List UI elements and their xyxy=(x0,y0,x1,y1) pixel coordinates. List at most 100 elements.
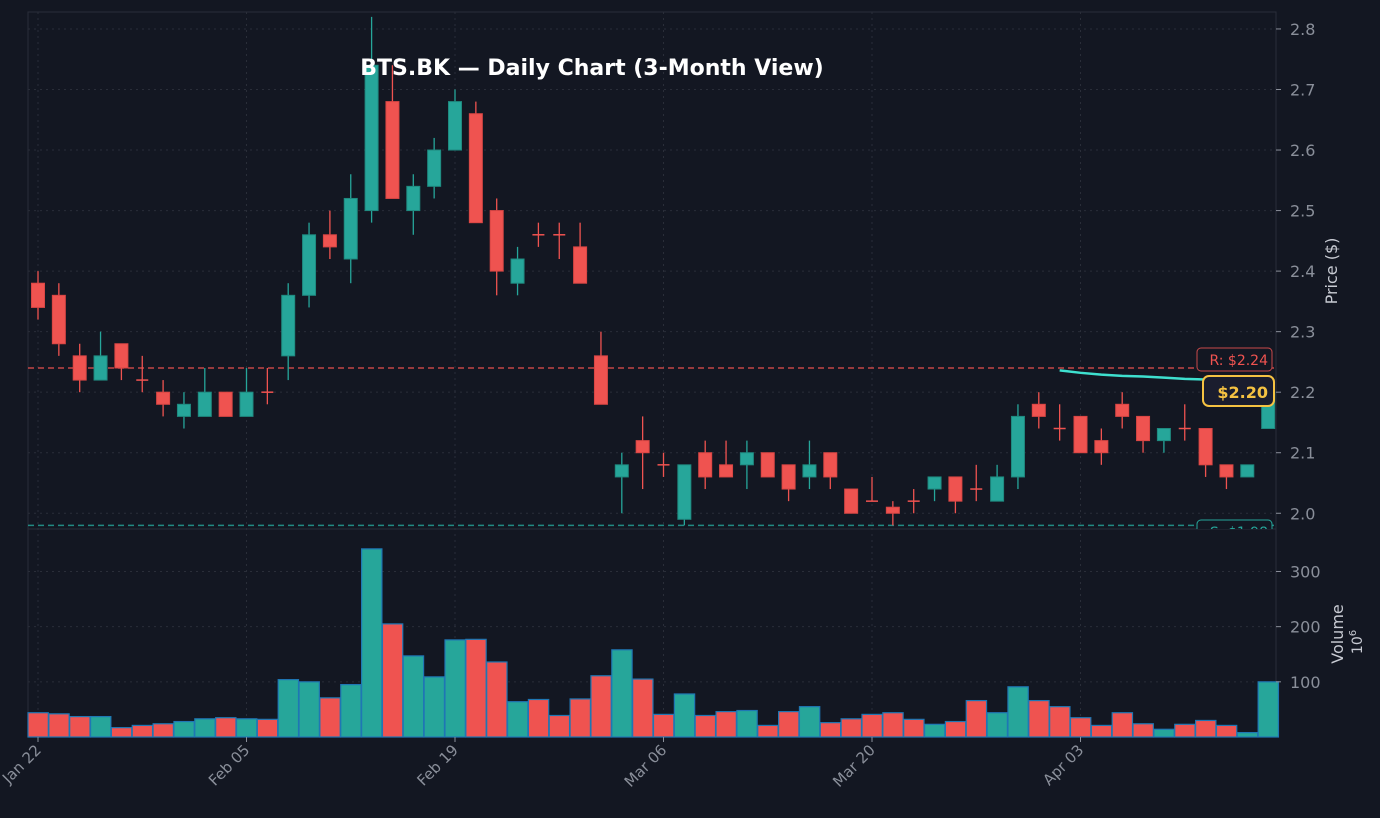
candle-body xyxy=(1156,428,1171,442)
candle-body xyxy=(510,258,525,284)
date-tick-label: Mar 20 xyxy=(829,741,879,791)
candle xyxy=(927,476,942,502)
price-axis-label: Price ($) xyxy=(1322,238,1341,305)
volume-bar xyxy=(1111,712,1134,738)
date-tick-label: Mar 06 xyxy=(621,741,671,791)
volume-bar xyxy=(673,693,696,738)
candle xyxy=(1198,428,1213,477)
volume-bar xyxy=(444,639,466,738)
candle xyxy=(1010,404,1025,490)
candle xyxy=(970,464,983,502)
candle xyxy=(907,489,920,514)
candle xyxy=(573,222,588,284)
candle xyxy=(1031,392,1046,429)
volume-bar xyxy=(777,711,800,738)
volume-bar xyxy=(1132,723,1154,738)
candle xyxy=(31,271,45,320)
date-tick-label: Jan 22 xyxy=(0,741,45,788)
price-tick-label: 2.3 xyxy=(1290,323,1315,342)
candle xyxy=(593,331,608,405)
candle xyxy=(844,488,859,514)
candle xyxy=(197,367,212,417)
candle xyxy=(72,343,87,393)
candle-body xyxy=(239,391,254,417)
candle xyxy=(1136,415,1151,453)
volume-bar xyxy=(89,715,112,738)
volume-bar xyxy=(694,714,717,738)
candle xyxy=(51,283,66,356)
volume-bar xyxy=(402,655,425,738)
candle xyxy=(698,440,713,490)
price-tick-label: 2.4 xyxy=(1290,262,1315,281)
candle xyxy=(990,464,1005,502)
last-price-label: $2.20 xyxy=(1202,375,1275,407)
candle xyxy=(136,355,149,393)
candle xyxy=(510,246,525,296)
candle-body xyxy=(844,488,859,514)
volume-bar xyxy=(1194,719,1217,738)
candle xyxy=(781,464,796,502)
candle xyxy=(281,283,296,381)
volume-bar xyxy=(465,638,487,738)
candle-body xyxy=(885,506,900,514)
date-tick-label: Feb 05 xyxy=(205,741,253,789)
candle-body xyxy=(573,246,588,284)
volume-bar xyxy=(882,712,904,738)
volume-bar xyxy=(173,720,195,738)
volume-bar xyxy=(110,727,133,738)
date-tick-label: Feb 19 xyxy=(413,741,461,789)
candle-body xyxy=(593,355,608,405)
candle xyxy=(302,222,317,308)
candle xyxy=(427,137,442,199)
candle xyxy=(677,464,692,526)
volume-bar xyxy=(1049,706,1071,738)
volume-bar xyxy=(903,718,925,738)
candle xyxy=(802,440,817,490)
candle xyxy=(114,343,129,381)
price-tick-label: 2.5 xyxy=(1290,202,1315,221)
candle-body xyxy=(823,452,838,478)
candle-body xyxy=(990,476,1005,502)
candle xyxy=(719,440,734,478)
candle-body xyxy=(114,343,129,369)
resistance-label-text: R: $2.24 xyxy=(1209,353,1268,369)
candle xyxy=(1115,392,1130,429)
candle-body xyxy=(448,101,462,151)
candle-body xyxy=(781,464,796,490)
volume-tick-label: 100 xyxy=(1290,673,1321,692)
candle xyxy=(448,89,462,151)
candle-body xyxy=(614,464,629,478)
candle xyxy=(322,210,337,259)
volume-bar xyxy=(131,724,154,738)
candle-body xyxy=(51,294,66,345)
volume-bar xyxy=(632,678,654,738)
candle xyxy=(760,452,775,478)
candle-body xyxy=(176,403,191,417)
candle-body xyxy=(343,197,358,260)
candle xyxy=(93,331,108,381)
price-tick-label: 2.8 xyxy=(1290,20,1315,39)
candle-body xyxy=(802,464,817,478)
volume-bar xyxy=(235,718,258,738)
candle-body xyxy=(1219,464,1234,478)
candle xyxy=(885,501,900,526)
volume-bar xyxy=(1257,681,1280,738)
volume-bar xyxy=(652,713,675,738)
volume-bar xyxy=(423,676,446,738)
volume-bar xyxy=(486,661,508,738)
resistance-label: R: $2.24 xyxy=(1196,347,1273,372)
volume-bar xyxy=(736,709,758,738)
volume-bar xyxy=(1174,723,1196,738)
candle xyxy=(635,416,650,490)
price-tick-label: 2.0 xyxy=(1290,504,1315,523)
candle-body xyxy=(927,476,942,490)
candle-body xyxy=(31,282,45,308)
candle-body xyxy=(1094,440,1109,454)
candle xyxy=(1053,404,1066,441)
candle xyxy=(1240,464,1255,478)
volume-bar xyxy=(381,623,404,738)
volume-bar xyxy=(840,718,863,738)
volume-bar xyxy=(69,715,91,738)
date-tick-label: Apr 03 xyxy=(1039,741,1087,789)
